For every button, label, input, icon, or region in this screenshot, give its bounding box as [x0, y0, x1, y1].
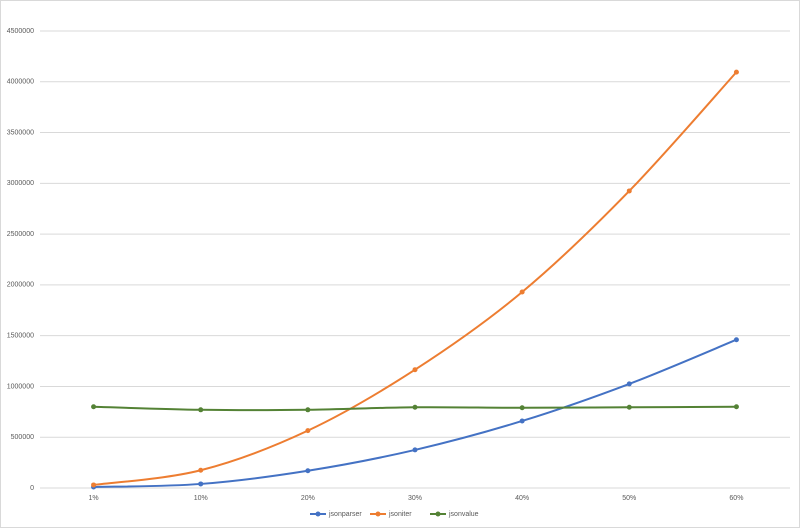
legend-label: jsoniter [388, 511, 412, 518]
point [519, 418, 525, 424]
y-tick-label: 2000000 [7, 282, 34, 289]
legend-marker [435, 511, 441, 517]
legend-marker [315, 511, 321, 517]
point [305, 468, 311, 474]
x-tick-label: 30% [408, 495, 422, 502]
x-tick-label: 20% [301, 495, 315, 502]
point [91, 482, 97, 488]
x-tick-label: 60% [729, 495, 743, 502]
y-tick-label: 2500000 [7, 231, 34, 238]
point [198, 467, 204, 473]
y-tick-label: 0 [30, 485, 34, 492]
point [412, 447, 418, 453]
x-tick-label: 1% [89, 495, 99, 502]
point [412, 367, 418, 373]
y-tick-label: 1000000 [7, 383, 34, 390]
point [626, 381, 632, 387]
y-tick-label: 1500000 [7, 333, 34, 340]
point [519, 405, 525, 411]
point [733, 69, 739, 75]
y-tick-label: 3500000 [7, 129, 34, 136]
point [626, 188, 632, 194]
point [626, 404, 632, 410]
y-tick-label: 4500000 [7, 28, 34, 35]
point [733, 337, 739, 343]
legend-label: jsonparser [328, 511, 362, 518]
x-tick-label: 40% [515, 495, 529, 502]
point [519, 289, 525, 295]
legend-label: jsonvalue [448, 511, 479, 518]
point [198, 481, 204, 487]
x-tick-label: 10% [194, 495, 208, 502]
point [198, 407, 204, 413]
legend-marker [375, 511, 381, 517]
point [733, 404, 739, 410]
y-tick-label: 4000000 [7, 79, 34, 86]
point [91, 404, 97, 410]
x-tick-label: 50% [622, 495, 636, 502]
point [305, 407, 311, 413]
y-tick-label: 500000 [11, 434, 34, 441]
y-tick-label: 3000000 [7, 180, 34, 187]
point [305, 428, 311, 434]
point [412, 404, 418, 410]
